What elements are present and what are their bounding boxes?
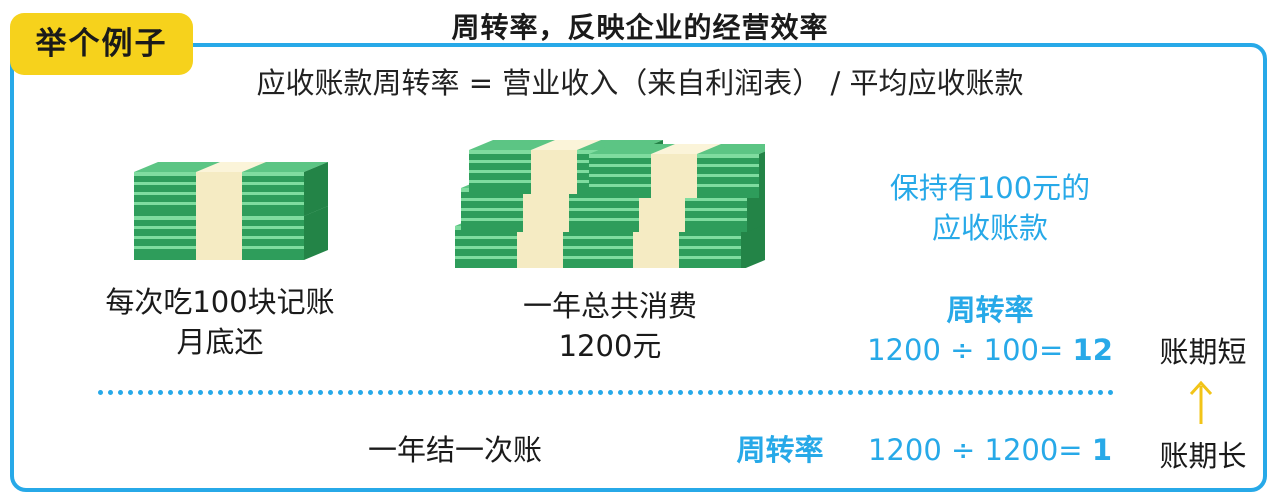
page-title: 周转率，反映企业的经营效率 xyxy=(451,11,829,44)
example-frame xyxy=(10,43,1267,492)
left-caption-line2: 月底还 xyxy=(176,325,264,359)
calc-bottom-expression: 1200 ÷ 1200= xyxy=(867,433,1092,467)
money-stack-large-icon xyxy=(455,140,765,268)
term-long-label: 账期长 xyxy=(1159,439,1247,473)
money-stack-small-icon xyxy=(134,162,328,260)
hold-line2: 应收账款 xyxy=(931,211,1048,245)
left-caption: 每次吃100块记账 月底还 xyxy=(60,282,380,362)
middle-caption: 一年总共消费 1200元 xyxy=(450,286,770,366)
dotted-divider xyxy=(98,390,1114,395)
middle-caption-line1: 一年总共消费 xyxy=(522,289,697,323)
middle-caption-line2: 1200元 xyxy=(558,329,662,363)
hold-line1: 保持有100元的 xyxy=(889,171,1091,205)
calc-top-result: 12 xyxy=(1072,333,1113,367)
turnover-calc-top: 1200 ÷ 100= 12 xyxy=(840,330,1140,370)
turnover-calc-bottom: 1200 ÷ 1200= 1 xyxy=(840,430,1140,470)
calc-bottom-result: 1 xyxy=(1091,433,1113,467)
hold-receivable-text: 保持有100元的 应收账款 xyxy=(840,168,1140,248)
calc-top-expression: 1200 ÷ 100= xyxy=(867,333,1073,367)
arrow-up-icon xyxy=(1189,380,1213,424)
formula-text: 应收账款周转率 = 营业收入（来自利润表） / 平均应收账款 xyxy=(256,66,1024,100)
term-short-label: 账期短 xyxy=(1159,335,1247,369)
example-badge: 举个例子 xyxy=(10,13,193,75)
turnover-rate-label-top: 周转率 xyxy=(946,293,1034,327)
bottom-caption: 一年结一次账 xyxy=(367,433,542,467)
turnover-rate-label-bottom: 周转率 xyxy=(736,433,824,467)
left-caption-line1: 每次吃100块记账 xyxy=(105,285,335,319)
